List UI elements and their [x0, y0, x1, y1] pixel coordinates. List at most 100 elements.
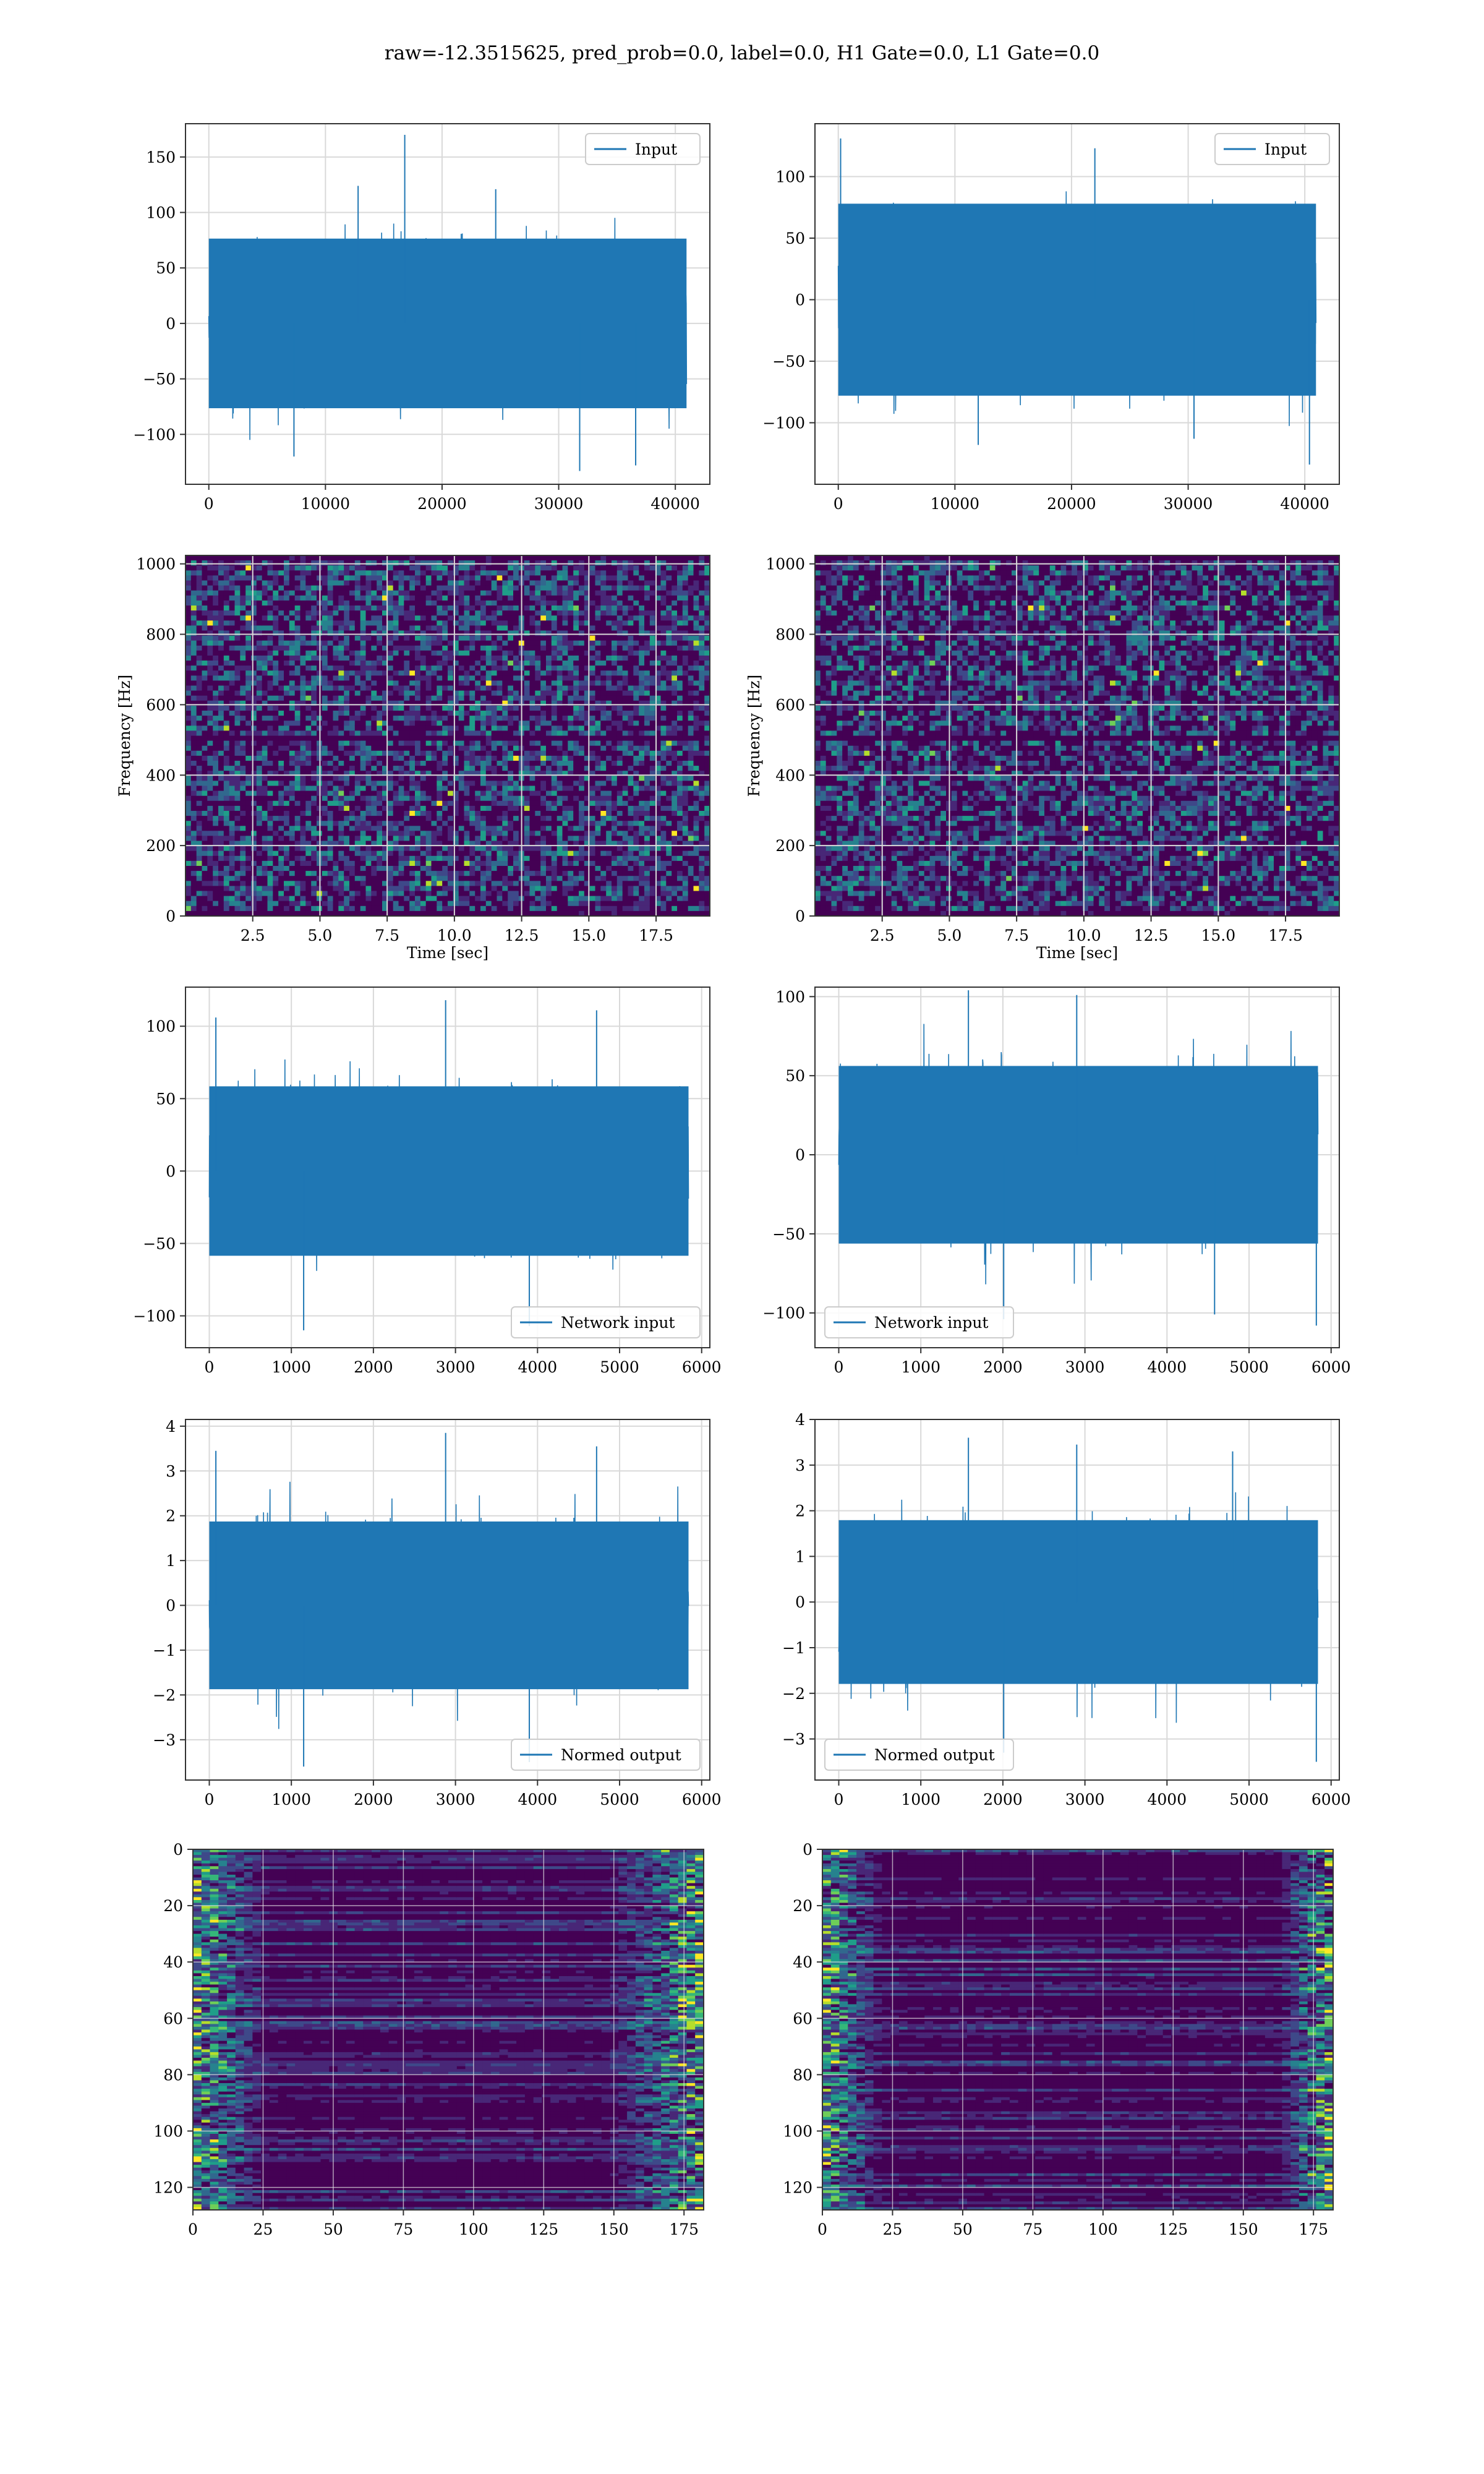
- spectrogram-cell: [360, 606, 366, 611]
- spectrogram-cell: [191, 651, 197, 656]
- spectrogram-cell: [420, 756, 426, 761]
- spectrogram-cell: [480, 846, 486, 852]
- spectrogram-cell: [513, 730, 519, 736]
- spectrogram-cell: [546, 675, 552, 681]
- spectrogram-cell: [475, 680, 480, 686]
- spectrogram-cell: [328, 575, 333, 581]
- y-tick-label: 0: [166, 315, 176, 333]
- spectrogram-cell: [535, 646, 540, 651]
- spectrogram-cell: [295, 670, 301, 676]
- spectrogram-cell: [311, 796, 317, 802]
- spectrogram-cell: [513, 666, 519, 671]
- spectrogram-cell: [508, 706, 513, 711]
- spectrogram-cell: [388, 741, 393, 747]
- spectrogram-cell: [546, 670, 552, 676]
- spectrogram-cell: [202, 721, 208, 726]
- spectrogram-cell: [524, 756, 530, 761]
- spectrogram-cell: [338, 896, 344, 902]
- spectrogram-cell: [535, 811, 540, 816]
- spectrogram-cell: [442, 686, 448, 691]
- spectrogram-cell: [535, 555, 540, 561]
- spectrogram-cell: [420, 856, 426, 862]
- spectrogram-cell: [540, 776, 546, 781]
- spectrogram-cell: [415, 816, 420, 821]
- spectrogram-cell: [530, 726, 535, 731]
- spectrogram-cell: [207, 675, 213, 681]
- spectrogram-cell: [257, 901, 262, 907]
- spectrogram-cell: [432, 891, 437, 897]
- spectrogram-cell: [191, 711, 197, 716]
- spectrogram-cell: [388, 586, 393, 591]
- spectrogram-cell: [333, 575, 339, 581]
- spectrogram-cell: [333, 636, 339, 641]
- spectrogram-cell: [502, 856, 508, 862]
- spectrogram-cell: [295, 796, 301, 802]
- spectrogram-cell: [492, 711, 497, 716]
- spectrogram-cell: [355, 641, 360, 646]
- spectrogram-cell: [497, 746, 503, 751]
- spectrogram-cell: [540, 691, 546, 696]
- spectrogram-cell: [360, 555, 366, 561]
- spectrogram-cell: [322, 881, 328, 886]
- spectrogram-cell: [420, 641, 426, 646]
- spectrogram-cell: [492, 846, 497, 852]
- spectrogram-cell: [322, 596, 328, 601]
- spectrogram-cell: [437, 666, 442, 671]
- spectrogram-cell: [328, 886, 333, 891]
- spectrogram-cell: [448, 706, 453, 711]
- spectrogram-cell: [273, 831, 278, 836]
- spectrogram-cell: [240, 591, 245, 596]
- spectrogram-cell: [355, 751, 360, 756]
- spectrogram-cell: [305, 821, 311, 826]
- spectrogram-cell: [257, 761, 262, 766]
- spectrogram-cell: [349, 756, 355, 761]
- spectrogram-cell: [338, 821, 344, 826]
- spectrogram-cell: [273, 631, 278, 636]
- spectrogram-cell: [338, 886, 344, 891]
- spectrogram-cell: [366, 560, 372, 566]
- spectrogram-cell: [513, 861, 519, 867]
- spectrogram-cell: [366, 591, 372, 596]
- spectrogram-cell: [502, 766, 508, 771]
- spectrogram-cell: [371, 861, 377, 867]
- spectrogram-cell: [191, 666, 197, 671]
- spectrogram-cell: [278, 866, 284, 871]
- spectrogram-cell: [322, 741, 328, 747]
- spectrogram-cell: [322, 591, 328, 596]
- spectrogram-cell: [213, 726, 218, 731]
- spectrogram-cell: [530, 861, 535, 867]
- spectrogram-cell: [513, 581, 519, 586]
- spectrogram-cell: [284, 776, 289, 781]
- spectrogram-cell: [295, 711, 301, 716]
- spectrogram-cell: [426, 625, 432, 631]
- spectrogram-cell: [186, 871, 191, 876]
- spectrogram-cell: [420, 606, 426, 611]
- spectrogram-cell: [186, 610, 191, 616]
- spectrogram-cell: [355, 591, 360, 596]
- spectrogram-cell: [552, 581, 557, 586]
- spectrogram-cell: [486, 891, 492, 897]
- spectrogram-cell: [404, 881, 409, 886]
- spectrogram-cell: [344, 696, 349, 701]
- spectrogram-cell: [224, 686, 229, 691]
- spectrogram-cell: [480, 881, 486, 886]
- spectrogram-cell: [344, 871, 349, 876]
- spectrogram-cell: [278, 570, 284, 576]
- spectrogram-cell: [207, 706, 213, 711]
- spectrogram-cell: [404, 721, 409, 726]
- spectrogram-cell: [415, 901, 420, 907]
- spectrogram-cell: [366, 570, 372, 576]
- spectrogram-cell: [262, 766, 268, 771]
- spectrogram-cell: [497, 711, 503, 716]
- spectrogram-cell: [492, 596, 497, 601]
- spectrogram-cell: [360, 716, 366, 721]
- spectrogram-cell: [333, 866, 339, 871]
- spectrogram-cell: [360, 670, 366, 676]
- spectrogram-cell: [262, 730, 268, 736]
- spectrogram-cell: [207, 861, 213, 867]
- spectrogram-cell: [251, 791, 257, 797]
- spectrogram-cell: [202, 866, 208, 871]
- spectrogram-cell: [278, 806, 284, 811]
- spectrogram-cell: [344, 816, 349, 821]
- spectrogram-cell: [420, 906, 426, 912]
